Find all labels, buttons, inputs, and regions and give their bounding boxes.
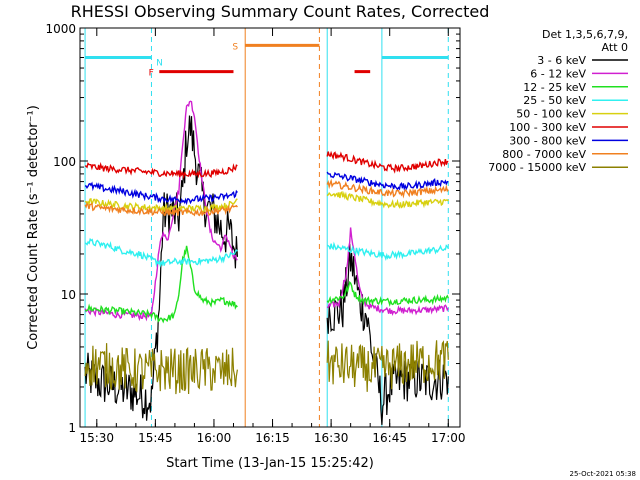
series-layer [84,100,449,425]
series-800-7000 [84,178,449,217]
axes: 15:30 15:45 16:00 16:15 16:30 16:45 17:00 1 10 10… [45,22,465,445]
legend-label: 6 - 12 keV [530,67,586,80]
legend-label: 50 - 100 keV [516,108,586,121]
x-tick-label: 16:15 [255,431,290,445]
series-6-12 [84,100,449,322]
observing-markers: N S F [84,28,449,427]
x-tick-label: 16:00 [197,431,232,445]
x-axis-label: Start Time (13-Jan-15 15:25:42) [166,456,374,471]
y-tick-label: 100 [53,155,76,169]
plot-frame [79,27,461,428]
series-25-50 [84,237,449,268]
y-tick-label: 10 [61,288,76,302]
series-line [84,343,238,395]
legend-label: 100 - 300 keV [509,121,586,134]
legend-header-2: Att 0 [602,41,628,54]
legend-label: 7000 - 15000 keV [488,161,586,174]
footer-date: 25-Oct-2021 05:38 [570,470,636,478]
legend-label: 3 - 6 keV [537,54,586,67]
legend-label: 800 - 7000 keV [502,148,586,161]
series-line [85,197,238,215]
x-tick-label: 16:30 [314,431,349,445]
x-tick-label: 15:30 [79,431,114,445]
series-300-800 [84,171,449,206]
series-line [326,241,449,261]
chart-title: RHESSI Observing Summary Count Rates, Co… [71,2,490,21]
series-line [84,237,238,268]
legend-header-1: Det 1,3,5,6,7,9, [542,28,628,41]
series-100-300 [84,150,449,180]
series-line [84,100,238,322]
series-line [84,181,238,206]
x-tick-label: 16:45 [372,431,407,445]
x-tick-label: 17:00 [431,431,466,445]
plot-area [80,28,460,427]
series-line [326,171,449,191]
series-line [326,280,449,307]
x-tick-label: 15:45 [138,431,173,445]
flare-bar-label: F [149,69,154,79]
plot-background [80,28,460,427]
legend-label: 300 - 800 keV [509,134,586,147]
night-bar-label: N [156,59,163,69]
series-line [84,201,238,217]
y-tick-label: 1 [68,421,76,435]
series-line [326,227,449,316]
y-axis-label: Corrected Count Rate (s⁻¹ detector⁻¹) [26,105,41,350]
legend-label: 25 - 50 keV [523,94,586,107]
series-line [326,190,449,209]
series-7000-15000 [84,340,449,395]
series-line [84,161,238,180]
series-12-25 [85,245,449,324]
series-line [326,340,449,392]
series-line [326,150,449,174]
series-line [326,178,449,199]
y-tick-label: 1000 [45,22,76,36]
series-50-100 [85,190,449,215]
series-line [85,245,238,324]
saa-bar-label: S [232,42,238,52]
legend-label: 12 - 25 keV [523,81,586,94]
